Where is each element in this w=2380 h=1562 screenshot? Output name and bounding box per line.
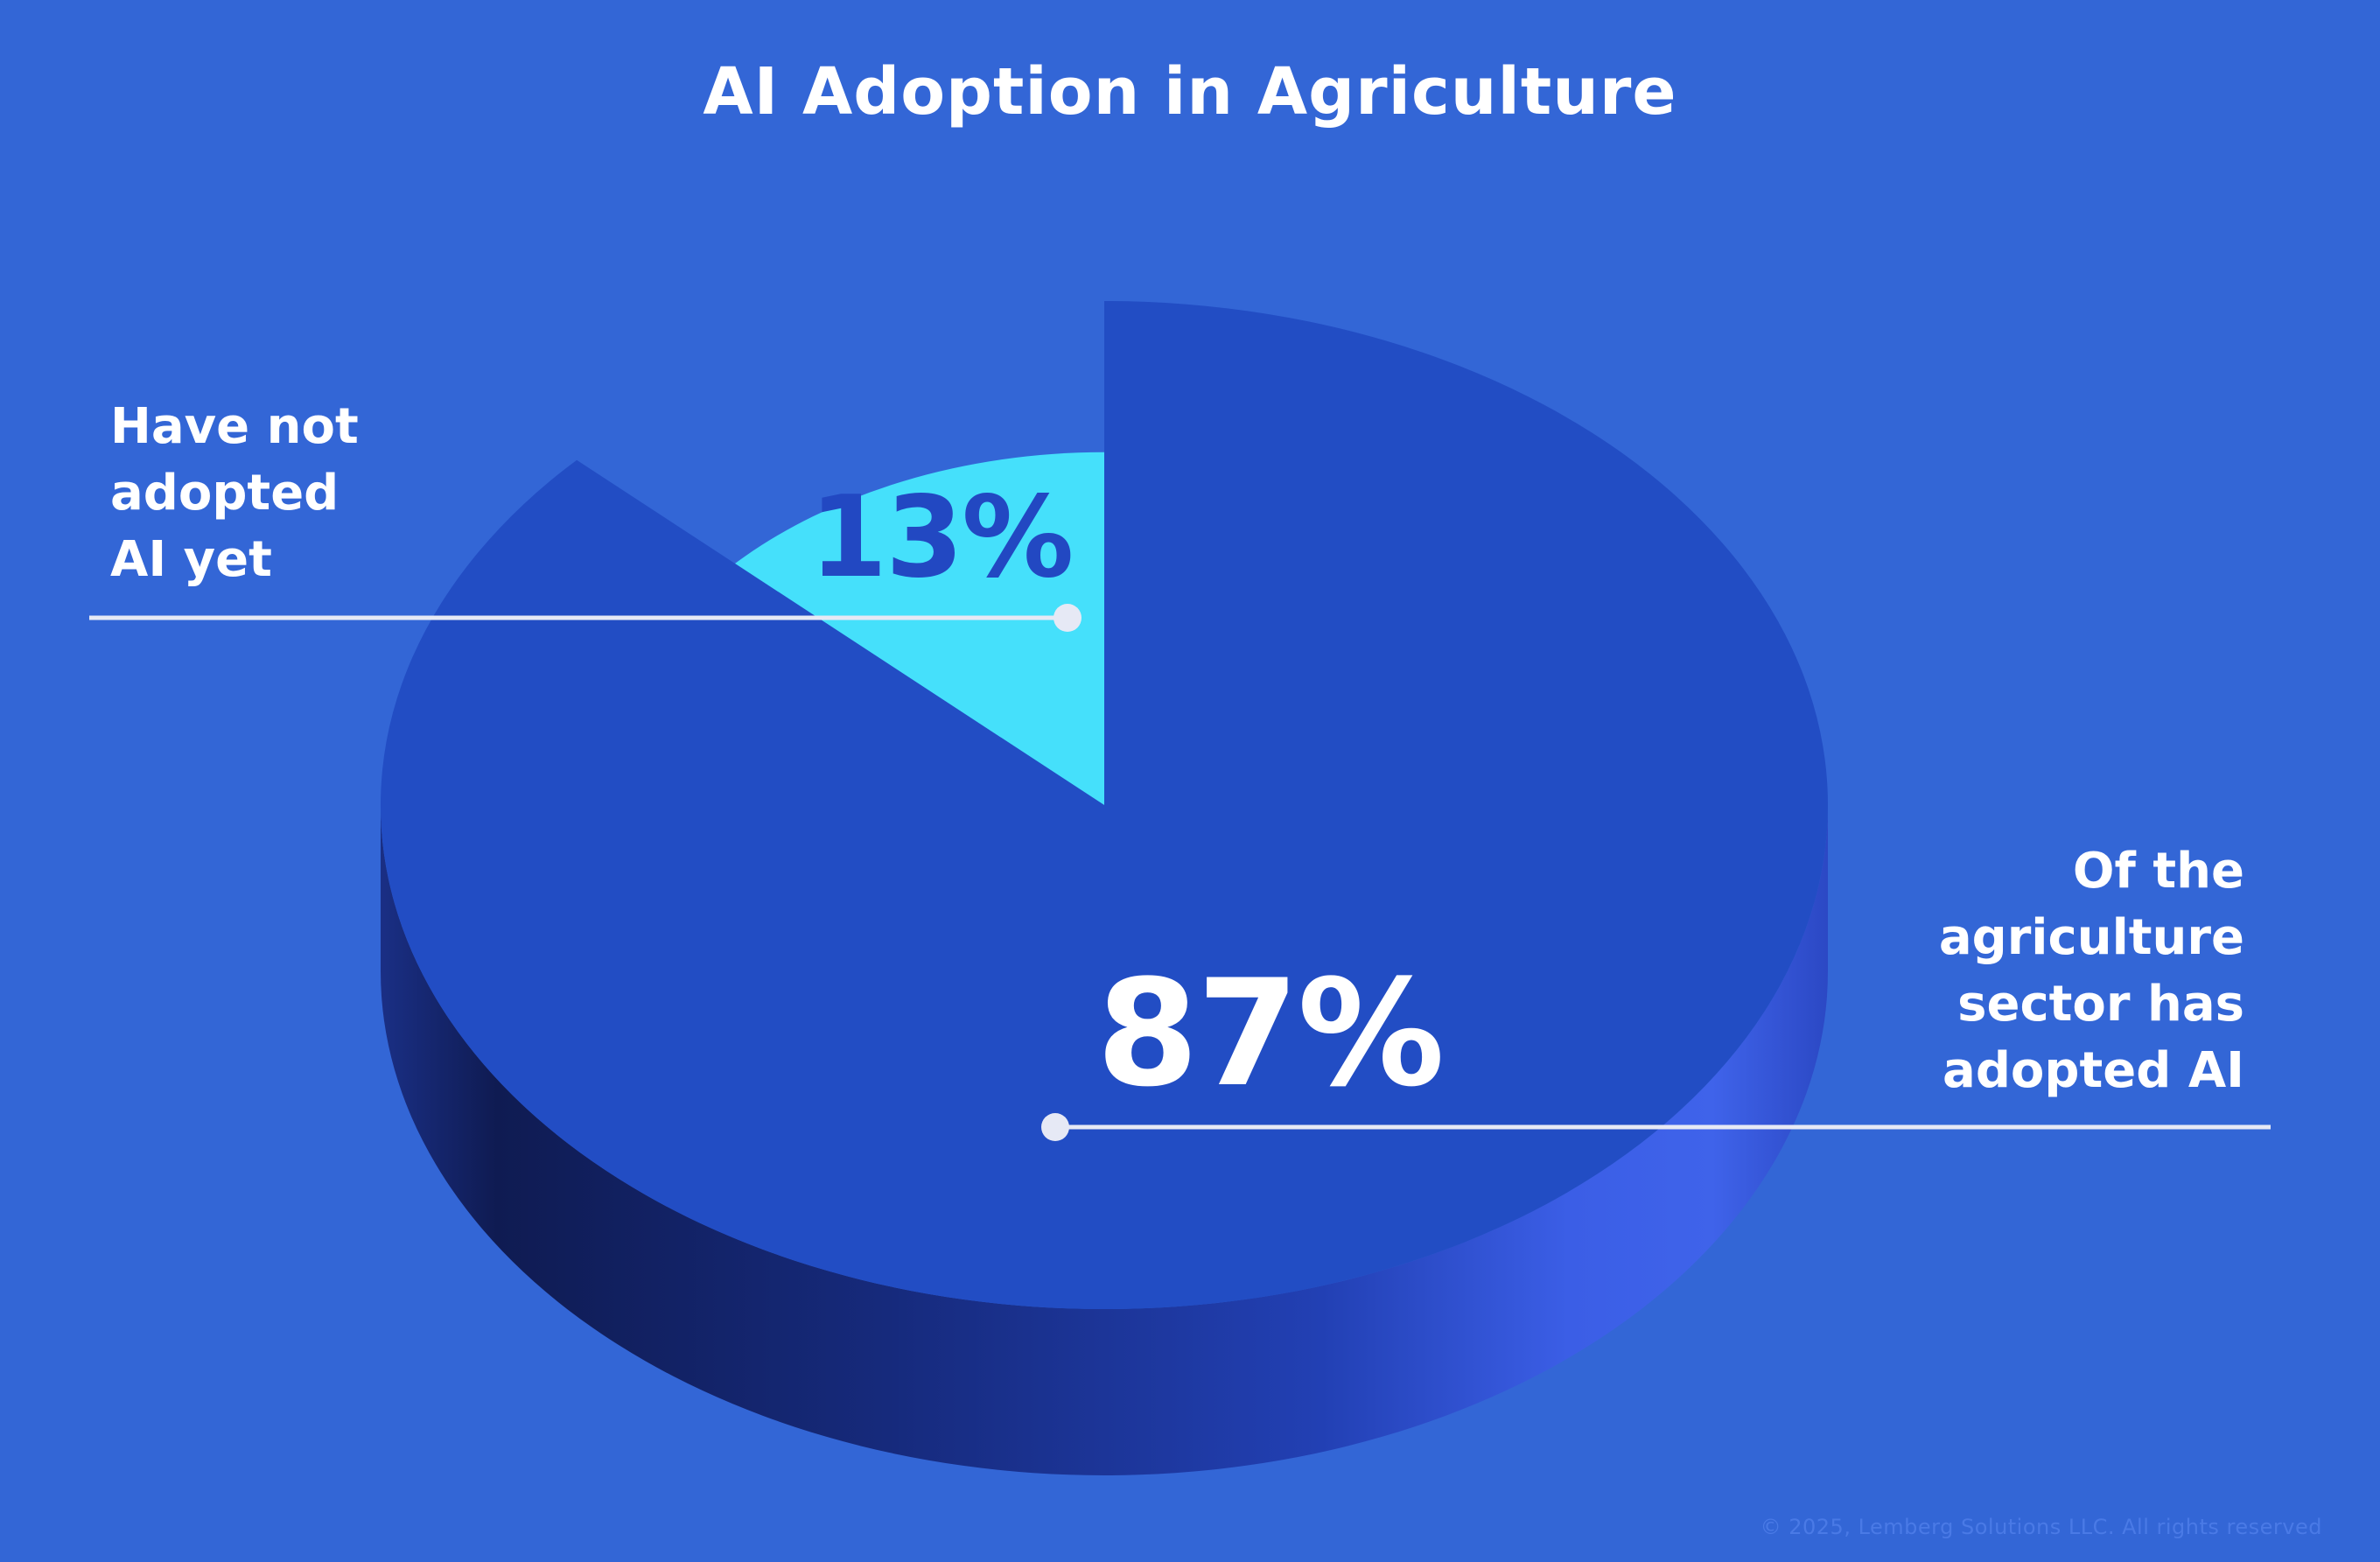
slice-label-line: Have not: [110, 398, 359, 455]
slice-label-line: AI yet: [110, 531, 272, 588]
slice-label-line: adopted AI: [1942, 1042, 2244, 1099]
leader-dot: [1054, 604, 1082, 632]
leader-lines: [89, 604, 2271, 1141]
copyright-text: © 2025, Lemberg Solutions LLC. All right…: [1760, 1515, 2322, 1539]
pie-top: [380, 301, 1829, 1309]
slice-label-line: agriculture: [1938, 909, 2244, 966]
slice-label-not-adopted: Have not adopted AI yet: [110, 394, 359, 593]
pie-slice-not-adopted: [735, 452, 1104, 805]
slice-label-line: Of the: [2072, 843, 2244, 900]
pie-side-wall-shape: [381, 805, 1828, 1475]
pie-side-wall: [381, 805, 1828, 1475]
slice-value-label-13: 13%: [809, 473, 1074, 603]
slice-label-adopted: Of the agriculture sector has adopted AI: [1939, 838, 2244, 1104]
leader-dot: [1041, 1113, 1069, 1141]
slice-value-label-87: 87%: [1096, 948, 1445, 1119]
slice-label-line: adopted: [110, 465, 340, 522]
chart-title: AI Adoption in Agriculture: [703, 54, 1677, 130]
pie-slice-adopted: [380, 301, 1829, 1309]
leader-line-adopted: [1041, 1113, 2271, 1141]
slice-label-line: sector has: [1957, 976, 2244, 1033]
leader-line-not-adopted: [89, 604, 1082, 632]
